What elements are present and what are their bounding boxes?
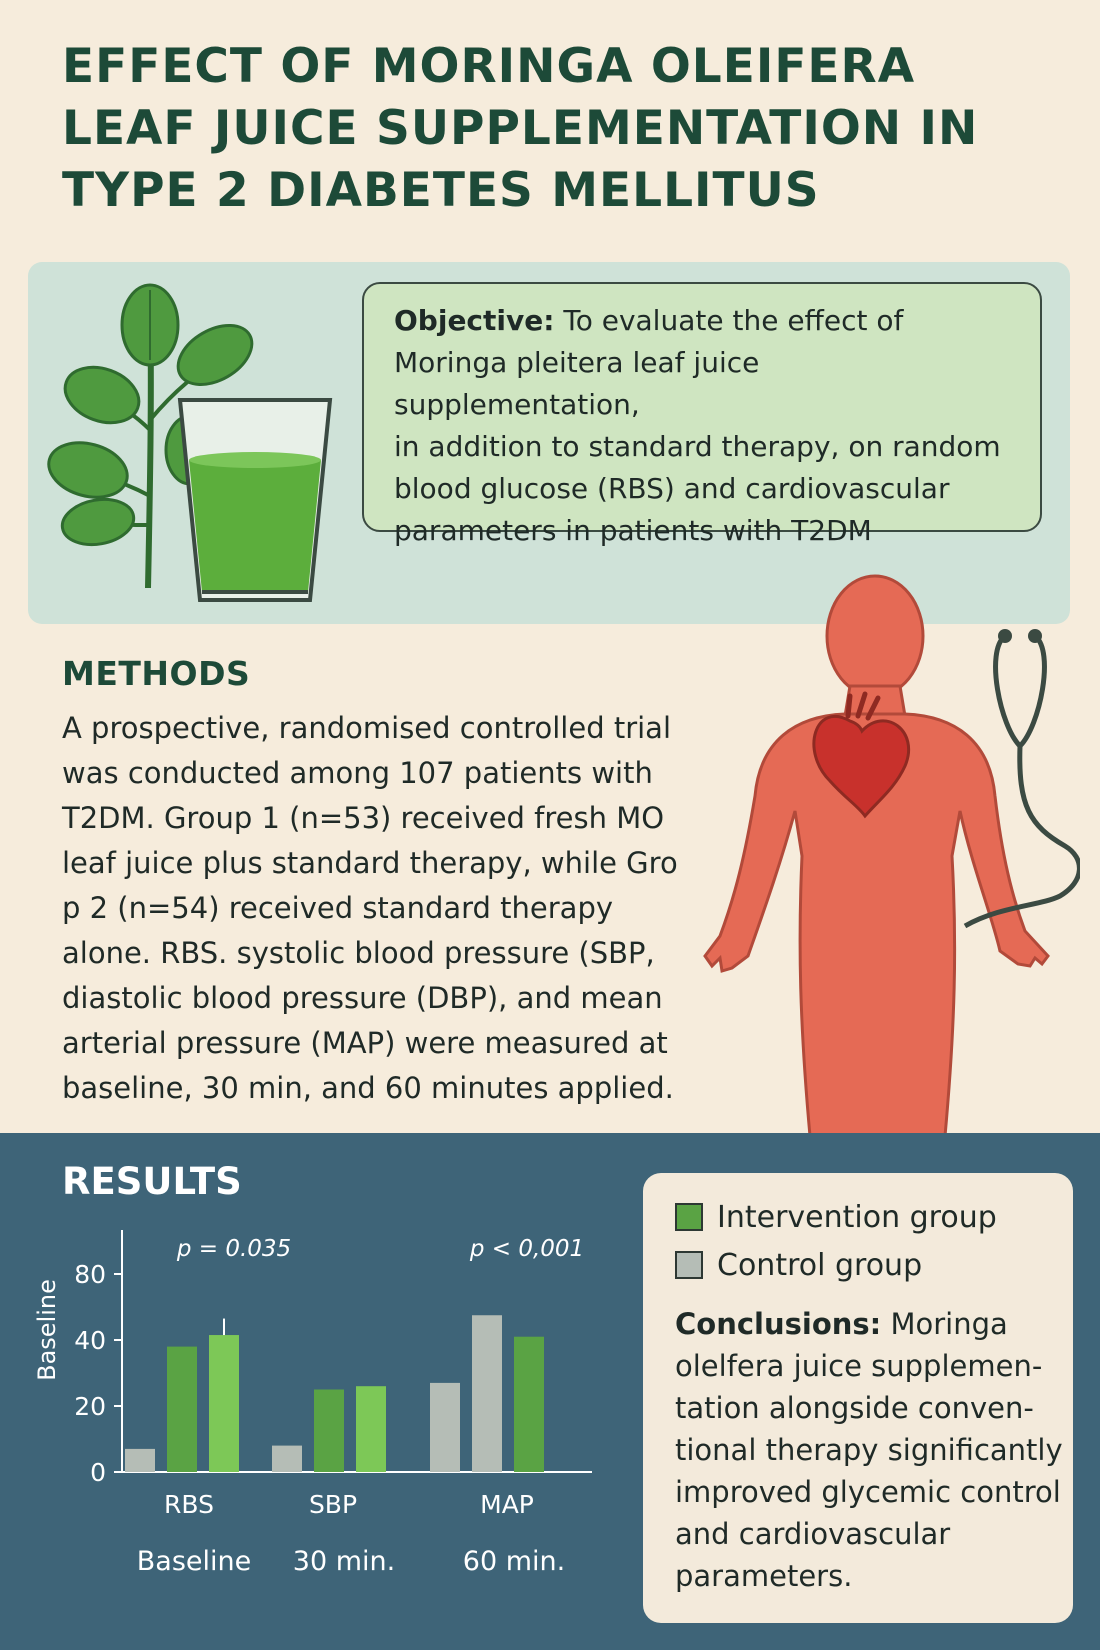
- title-line-1: EFFECT OF MORINGA OLEIFERA: [62, 39, 916, 94]
- chart-time-60min: 60 min.: [463, 1546, 565, 1577]
- chart-bar-map-2: [472, 1315, 502, 1472]
- methods-text: A prospective, randomised controlled tri…: [62, 706, 692, 1111]
- moringa-leaf-icon: [47, 283, 254, 589]
- chart-bar-map-1: [430, 1382, 460, 1472]
- stethoscope-icon: [963, 629, 1080, 929]
- methods-line-4: leaf juice plus standard therapy, while …: [62, 846, 678, 880]
- objective-box: Objective: To evaluate the effect of Mor…: [362, 282, 1042, 547]
- methods-line-2: was conducted among 107 patients with: [62, 756, 653, 790]
- juice-glass-icon: [177, 398, 333, 602]
- objective-line-2: Moringa pleitera leaf juice supplementat…: [394, 346, 760, 421]
- conclusions-line-7: parameters.: [675, 1559, 853, 1593]
- methods-line-3: T2DM. Group 1 (n=53) received fresh MO: [62, 801, 665, 835]
- objective-label: Objective:: [394, 304, 555, 337]
- chart-bar-rbs-2: [167, 1346, 197, 1472]
- chart-category-map: MAP: [480, 1490, 534, 1519]
- methods-line-5: p 2 (n=54) received standard therapy: [62, 891, 614, 925]
- conclusions-line-1: Moringa: [881, 1307, 1008, 1341]
- chart-bar-rbs-1: [125, 1448, 155, 1472]
- legend-item-intervention: Intervention group: [675, 1193, 1073, 1241]
- infographic-title: EFFECT OF MORINGA OLEIFERA LEAF JUICE SU…: [62, 36, 1062, 222]
- methods-line-6: alone. RBS. systolic blood pressure (SBP…: [62, 936, 655, 970]
- moringa-illustration: [47, 283, 333, 602]
- chart-bar-sbp-2: [314, 1389, 344, 1472]
- legend-label-control: Control group: [717, 1247, 923, 1283]
- methods-line-8: arterial pressure (MAP) were measured at: [62, 1026, 668, 1060]
- chart-time-baseline: Baseline: [137, 1546, 251, 1577]
- legend-label-intervention: Intervention group: [717, 1199, 997, 1235]
- objective-line-1: To evaluate the effect of: [554, 304, 904, 337]
- chart-bar-sbp-3: [356, 1386, 386, 1472]
- objective-line-4: blood glucose (RBS) and cardiovascular: [394, 472, 950, 505]
- methods-line-7: diastolic blood pressure (DBP), and mean: [62, 981, 663, 1015]
- conclusions-text: Conclusions: Moringa olelfera juice supp…: [675, 1303, 1073, 1597]
- chart-bar-rbs-3: [209, 1335, 239, 1472]
- methods-line-1: A prospective, randomised controlled tri…: [62, 711, 671, 745]
- conclusions-line-4: tional therapy significantly: [675, 1433, 1063, 1467]
- objective-line-3: in addition to standard therapy, on rand…: [394, 430, 1001, 463]
- objective-line-5: parameters in patients with T2DM: [394, 514, 872, 547]
- chart-bar-sbp-1: [272, 1445, 302, 1472]
- chart-y-tick-label: 20: [74, 1392, 106, 1421]
- chart-ylabel: Baseline: [33, 1279, 61, 1381]
- conclusions-line-5: improved glycemic control: [675, 1475, 1061, 1509]
- legend-swatch-control: [675, 1251, 703, 1279]
- conclusions-line-3: tation alongside conven-: [675, 1391, 1034, 1425]
- chart-y-tick-label: 0: [90, 1458, 106, 1487]
- body-illustration: [703, 574, 1080, 1136]
- chart-y-tick-label: 40: [74, 1326, 106, 1355]
- conclusions-line-6: and cardiovascular: [675, 1517, 951, 1551]
- legend-swatch-intervention: [675, 1203, 703, 1231]
- title-line-3: TYPE 2 DIABETES MELLITUS: [62, 163, 820, 218]
- conclusions-line-2: olelfera juice supplemen-: [675, 1349, 1043, 1383]
- chart-annotation-map: p < 0,001: [469, 1236, 584, 1262]
- chart-bar-map-3: [514, 1336, 544, 1472]
- conclusions-label: Conclusions:: [675, 1307, 882, 1341]
- chart-category-rbs: RBS: [164, 1490, 214, 1519]
- results-heading: RESULTS: [62, 1160, 242, 1203]
- heart-icon: [812, 691, 911, 819]
- methods-heading: METHODS: [62, 654, 251, 693]
- chart-annotation-rbs: p = 0.035: [176, 1236, 291, 1262]
- chart-time-30min: 30 min.: [293, 1546, 395, 1577]
- conclusion-panel: Intervention group Control group Conclus…: [643, 1173, 1073, 1623]
- results-bar-chart: Baseline 0 20 40 80 p = 0.035 p < 0,001 RBS…: [33, 1230, 592, 1577]
- legend-item-control: Control group: [675, 1241, 1073, 1289]
- title-line-2: LEAF JUICE SUPPLEMENTATION IN: [62, 101, 979, 156]
- chart-y-ticks: 0 20 40 80: [74, 1260, 122, 1487]
- chart-y-tick-label: 80: [74, 1260, 106, 1289]
- chart-bars: [125, 1315, 544, 1472]
- chart-category-sbp: SBP: [309, 1490, 357, 1519]
- methods-line-9: baseline, 30 min, and 60 minutes applied…: [62, 1071, 674, 1105]
